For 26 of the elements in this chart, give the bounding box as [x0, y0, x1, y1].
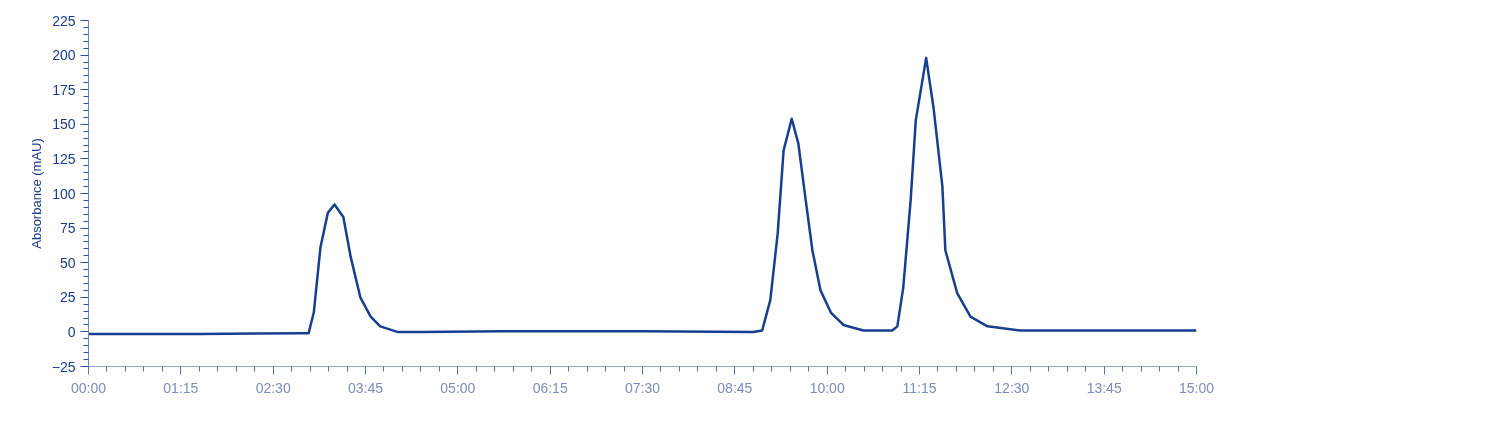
- x-tick-label: 05:00: [440, 379, 476, 396]
- x-tick-label: 12:30: [994, 379, 1030, 396]
- line-series: [88, 56, 1197, 336]
- y-tick-label: 25: [59, 289, 76, 306]
- x-tick-label: 15:00: [1178, 379, 1215, 396]
- x-tick-label: 10:00: [809, 379, 845, 396]
- y-tick-label: 175: [52, 81, 76, 98]
- x-tick-label: 13:45: [1086, 379, 1122, 396]
- x-tick-label: 11:15: [902, 379, 937, 396]
- x-tick-label: 00:00: [70, 379, 107, 396]
- x-tick-label: 02:30: [255, 379, 291, 396]
- y-tick-label: 125: [52, 150, 76, 167]
- y-tick-label: 0: [67, 323, 76, 340]
- y-tick-label: 150: [52, 116, 76, 133]
- y-tick-label: 225: [52, 12, 76, 29]
- y-tick-label: 100: [52, 185, 76, 202]
- x-tick-label: 03:45: [347, 379, 384, 396]
- y-tick-label: 75: [59, 220, 76, 237]
- y-tick-label: −25: [51, 358, 76, 375]
- x-tick-label: 06:15: [532, 379, 568, 396]
- x-tick-label: 07:30: [624, 379, 661, 396]
- y-axis-title: Absorbance (mAU): [28, 138, 44, 249]
- y-tick-label: 200: [52, 47, 76, 64]
- y-tick-label: 50: [59, 254, 76, 271]
- x-tick-label: 01:15: [163, 379, 199, 396]
- x-tick-label: 08:45: [717, 379, 753, 396]
